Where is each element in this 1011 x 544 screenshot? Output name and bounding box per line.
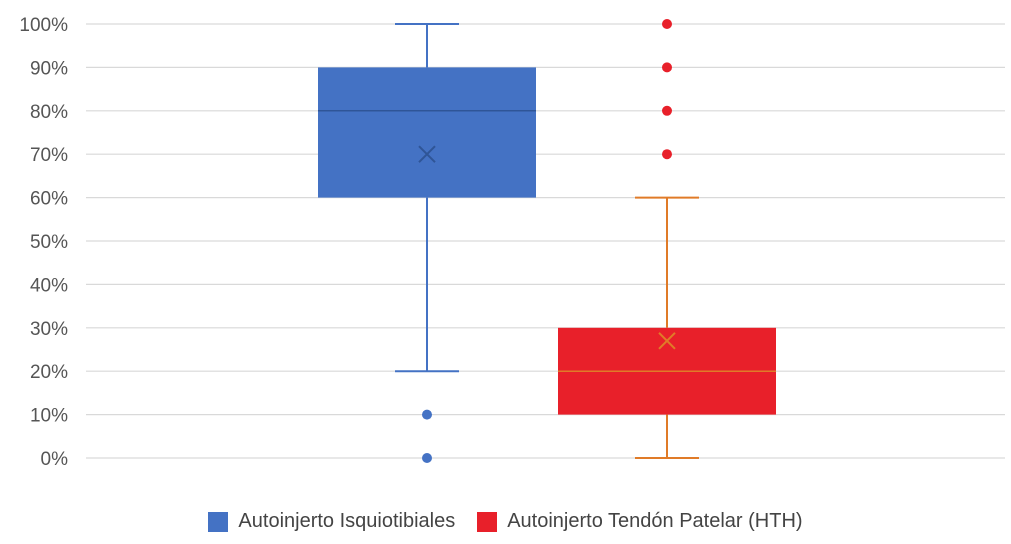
legend-label-isquiotibiales: Autoinjerto Isquiotibiales bbox=[238, 510, 456, 532]
y-tick-label: 70% bbox=[30, 145, 68, 166]
y-tick-label: 10% bbox=[30, 406, 68, 427]
y-tick-label: 60% bbox=[30, 189, 68, 210]
y-tick-label: 90% bbox=[30, 58, 68, 79]
legend-label-hth: Autoinjerto Tendón Patelar (HTH) bbox=[507, 510, 803, 532]
y-tick-label: 20% bbox=[30, 362, 68, 383]
box-series-1 bbox=[558, 19, 776, 459]
y-tick-label: 40% bbox=[30, 275, 68, 296]
outlier-point bbox=[422, 453, 432, 463]
box-series-0 bbox=[318, 23, 536, 463]
y-tick-label: 100% bbox=[19, 15, 68, 36]
legend-item-hth: Autoinjerto Tendón Patelar (HTH) bbox=[477, 510, 803, 533]
mean-marker bbox=[658, 332, 676, 350]
mean-marker bbox=[418, 145, 436, 163]
y-tick-label: 30% bbox=[30, 319, 68, 340]
outlier-point bbox=[662, 105, 672, 116]
outlier-point bbox=[662, 19, 672, 29]
y-axis-tick-labels: 0% 10% 20% 30% 40% 50% 60% 70% 80% 90% 100% bbox=[19, 15, 68, 470]
legend-item-isquiotibiales: Autoinjerto Isquiotibiales bbox=[208, 510, 455, 533]
gridlines bbox=[86, 23, 1005, 459]
y-tick-label: 80% bbox=[30, 102, 68, 123]
legend-swatch-isquiotibiales bbox=[208, 511, 229, 532]
legend: Autoinjerto Isquiotibiales Autoinjerto T… bbox=[0, 510, 1011, 533]
box-series bbox=[318, 19, 776, 463]
outlier-point bbox=[422, 409, 432, 420]
y-tick-label: 50% bbox=[30, 232, 68, 253]
y-tick-label: 0% bbox=[41, 449, 69, 470]
legend-swatch-hth bbox=[477, 511, 498, 532]
box-iqr bbox=[318, 67, 536, 198]
outlier-point bbox=[662, 149, 672, 160]
outlier-point bbox=[662, 62, 672, 73]
